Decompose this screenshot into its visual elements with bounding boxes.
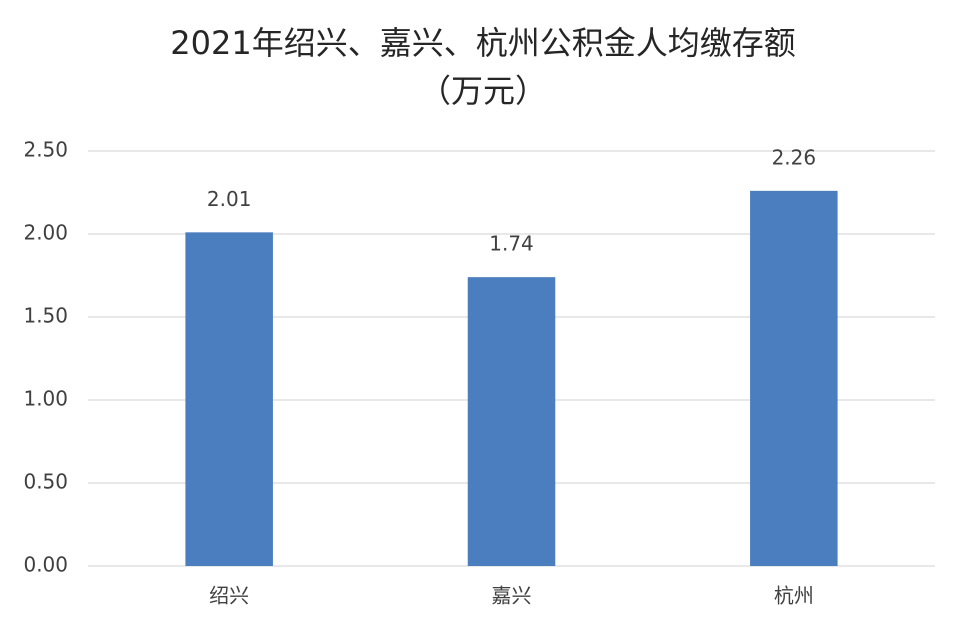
y-tick-label: 1.00 xyxy=(23,387,68,411)
bar xyxy=(467,277,556,566)
y-tick-label: 0.50 xyxy=(23,470,68,494)
x-tick-label: 绍兴 xyxy=(209,584,249,608)
y-tick-label: 1.50 xyxy=(23,304,68,328)
x-tick-label: 嘉兴 xyxy=(492,584,532,608)
chart-title: 2021年绍兴、嘉兴、杭州公积金人均缴存额 xyxy=(170,24,795,62)
bar xyxy=(750,190,838,566)
bar xyxy=(185,232,273,566)
y-tick-label: 2.00 xyxy=(23,221,68,245)
y-tick-label: 2.50 xyxy=(23,138,68,162)
value-label: 2.01 xyxy=(207,187,252,211)
x-tick-label: 杭州 xyxy=(774,584,814,608)
value-label: 2.26 xyxy=(772,145,817,169)
value-label: 1.74 xyxy=(489,232,534,256)
y-tick-label: 0.00 xyxy=(23,553,68,577)
chart-subtitle: （万元） xyxy=(419,72,547,110)
